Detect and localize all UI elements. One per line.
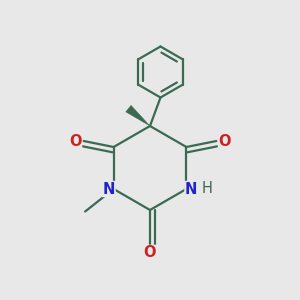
Text: O: O [69,134,82,148]
Text: O: O [218,134,231,148]
Text: H: H [201,181,212,196]
Polygon shape [126,105,150,126]
Text: O: O [144,245,156,260]
Text: N: N [103,182,115,196]
Text: N: N [185,182,197,196]
